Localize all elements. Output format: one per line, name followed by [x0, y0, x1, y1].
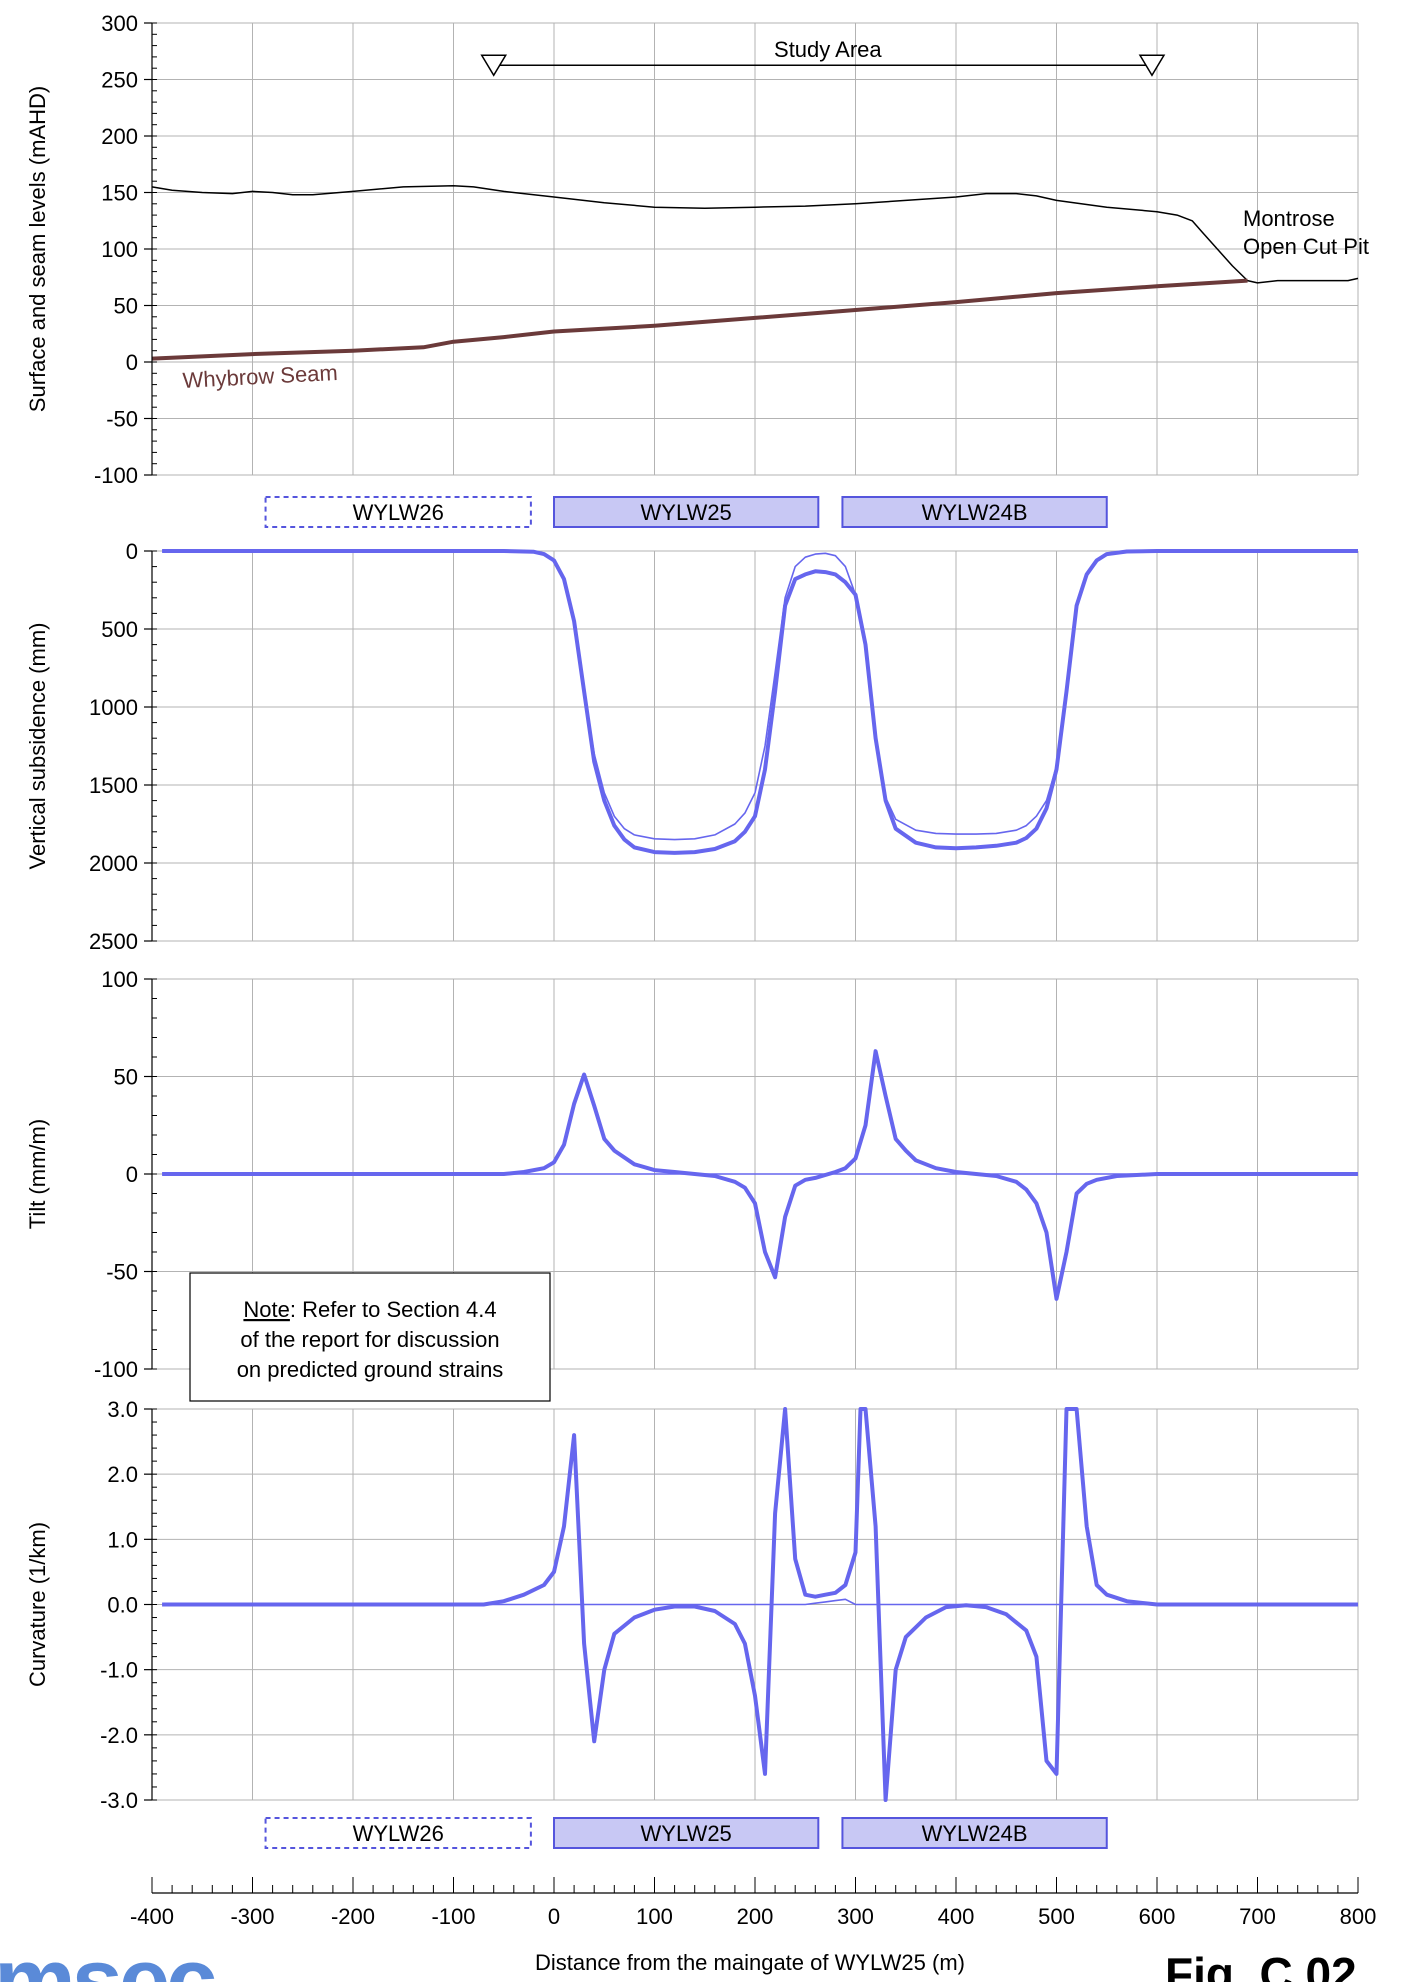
- longwall-label: WYLW24B: [922, 1821, 1028, 1846]
- longwall-label: WYLW25: [641, 500, 732, 525]
- y-tick-label: 300: [101, 11, 138, 36]
- longwall-label: WYLW25: [641, 1821, 732, 1846]
- y-tick-label: 50: [114, 294, 138, 319]
- x-tick-label: 0: [548, 1904, 560, 1929]
- longwall-label: WYLW26: [353, 1821, 444, 1846]
- x-tick-label: 100: [636, 1904, 673, 1929]
- y-axis-label: Vertical subsidence (mm): [25, 623, 50, 870]
- series-line-levels-1: [151, 278, 1248, 361]
- series-line-levels-0: [151, 184, 1359, 284]
- grid-layer: [152, 22, 1359, 1801]
- longwall-label: WYLW24B: [922, 500, 1028, 525]
- y-tick-label: -2.0: [100, 1723, 138, 1748]
- y-tick-label: 1000: [89, 695, 138, 720]
- note-line1: Note: Refer to Section 4.4: [243, 1297, 496, 1322]
- study-area-label: Study Area: [774, 37, 882, 62]
- y-axis-label: Tilt (mm/m): [25, 1119, 50, 1229]
- longwall-panel: [264, 1817, 532, 1849]
- y-tick-label: 0: [126, 350, 138, 375]
- y-tick-label: -50: [106, 407, 138, 432]
- x-tick-label: -100: [431, 1904, 475, 1929]
- series-layer: [151, 184, 1359, 1802]
- x-tick-label: 500: [1038, 1904, 1075, 1929]
- longwall-panel: [264, 496, 532, 528]
- x-tick-label: 200: [737, 1904, 774, 1929]
- y-tick-label: 2000: [89, 851, 138, 876]
- pit-label-line1: Montrose: [1243, 206, 1335, 231]
- series-line-subsidence-1: [162, 550, 1358, 841]
- x-tick-label: -200: [331, 1904, 375, 1929]
- y-tick-label: 1500: [89, 773, 138, 798]
- y-tick-label: 3.0: [107, 1397, 138, 1422]
- x-tick-label: 300: [837, 1904, 874, 1929]
- logo: msec: [0, 1930, 215, 1982]
- series-line-curvature-1: [162, 1598, 1358, 1606]
- x-axis-label: Distance from the maingate of WYLW25 (m): [535, 1950, 965, 1975]
- series-line-curvature-0: [162, 1407, 1358, 1802]
- y-tick-label: -50: [106, 1260, 138, 1285]
- y-tick-label: 150: [101, 181, 138, 206]
- annotations-layer: Study Area Whybrow Seam Montrose Open Cu…: [0, 37, 1369, 1982]
- y-tick-label: 0.0: [107, 1593, 138, 1618]
- pit-label-line2: Open Cut Pit: [1243, 234, 1369, 259]
- series-line-subsidence-0: [162, 549, 1358, 855]
- y-axis-label: Surface and seam levels (mAHD): [25, 86, 50, 412]
- y-tick-label: 100: [101, 967, 138, 992]
- x-tick-label: 800: [1340, 1904, 1377, 1929]
- y-tick-label: 500: [101, 617, 138, 642]
- series-line-tilt-0: [162, 1049, 1358, 1301]
- longwall-panel: [841, 496, 1108, 528]
- y-tick-label: -3.0: [100, 1788, 138, 1813]
- y-axis-label: Curvature (1/km): [25, 1522, 50, 1687]
- y-tick-label: 50: [114, 1065, 138, 1090]
- study-area-marker-right: [1138, 54, 1166, 77]
- y-tick-label: 2.0: [107, 1462, 138, 1487]
- x-tick-label: 600: [1139, 1904, 1176, 1929]
- note-underlined: Note: [243, 1297, 289, 1322]
- longwall-panel: [841, 1817, 1108, 1849]
- longwall-panel: [553, 1817, 820, 1849]
- x-tick-label: -400: [130, 1904, 174, 1929]
- y-tick-label: 2500: [89, 929, 138, 954]
- y-tick-label: 200: [101, 124, 138, 149]
- x-tick-label: -300: [230, 1904, 274, 1929]
- seam-label: Whybrow Seam: [182, 360, 338, 393]
- note-box: [189, 1272, 551, 1402]
- x-tick-label: 400: [938, 1904, 975, 1929]
- figure-label: Fig. C.02: [1165, 1948, 1357, 1982]
- note-line1-rest: : Refer to Section 4.4: [290, 1297, 497, 1322]
- x-tick-label: 700: [1239, 1904, 1276, 1929]
- study-area-marker-left: [480, 54, 508, 77]
- note-line2: of the report for discussion: [240, 1327, 499, 1352]
- y-tick-label: 0: [126, 539, 138, 564]
- y-tick-label: 100: [101, 237, 138, 262]
- y-tick-label: 0: [126, 1162, 138, 1187]
- y-tick-label: -1.0: [100, 1658, 138, 1683]
- note-line3: on predicted ground strains: [237, 1357, 504, 1382]
- longwall-panels: WYLW26 WYLW25 WYLW24B WYLW26 WYLW25 WYLW24B: [264, 496, 1108, 1849]
- longwall-panel: [553, 496, 820, 528]
- y-tick-label: -100: [94, 463, 138, 488]
- y-tick-label: 250: [101, 68, 138, 93]
- y-tick-label: -100: [94, 1357, 138, 1382]
- y-tick-label: 1.0: [107, 1527, 138, 1552]
- longwall-label: WYLW26: [353, 500, 444, 525]
